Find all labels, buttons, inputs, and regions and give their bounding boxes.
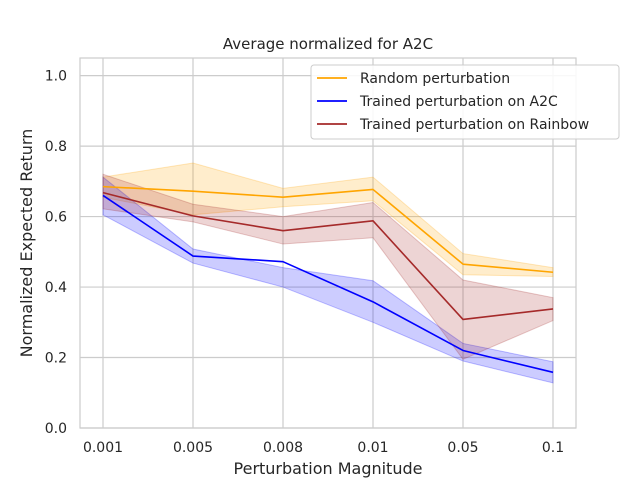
- x-tick-label: 0.1: [542, 440, 564, 456]
- legend-label-0: Random perturbation: [360, 71, 510, 87]
- x-tick-labels: 0.001 0.005 0.008 0.01 0.05 0.1: [83, 440, 564, 456]
- series-line-1: [102, 194, 554, 374]
- x-tick-label: 0.008: [263, 440, 303, 456]
- y-tick-label: 0.2: [45, 351, 67, 367]
- confidence-band-2: [102, 173, 554, 360]
- y-tick-label: 0.6: [45, 210, 67, 226]
- x-tick-label: 0.01: [357, 440, 388, 456]
- series-line-0: [102, 185, 554, 274]
- legend: Random perturbation Trained perturbation …: [310, 64, 620, 140]
- x-axis-label: Perturbation Magnitude: [234, 459, 423, 478]
- y-tick-label: 0.4: [45, 280, 67, 296]
- y-tick-label: 1.0: [45, 69, 67, 85]
- y-tick-labels: 0.0 0.2 0.4 0.6 0.8 1.0: [45, 69, 67, 437]
- series-line-2: [102, 191, 554, 321]
- confidence-bands: [102, 162, 554, 384]
- legend-label-1: Trained perturbation on A2C: [359, 94, 558, 110]
- y-tick-label: 0.8: [45, 139, 67, 155]
- x-tick-label: 0.005: [173, 440, 213, 456]
- chart-title: Average normalized for A2C: [223, 35, 433, 53]
- series-lines: [102, 185, 554, 374]
- confidence-band-1: [102, 176, 554, 384]
- legend-label-2: Trained perturbation on Rainbow: [359, 117, 589, 133]
- y-axis-label: Normalized Expected Return: [17, 129, 36, 358]
- plot-frame: [79, 57, 577, 429]
- x-tick-label: 0.001: [83, 440, 123, 456]
- x-tick-label: 0.05: [447, 440, 478, 456]
- legend-box: [310, 64, 620, 140]
- y-tick-label: 0.0: [45, 421, 67, 437]
- confidence-band-0: [102, 162, 554, 277]
